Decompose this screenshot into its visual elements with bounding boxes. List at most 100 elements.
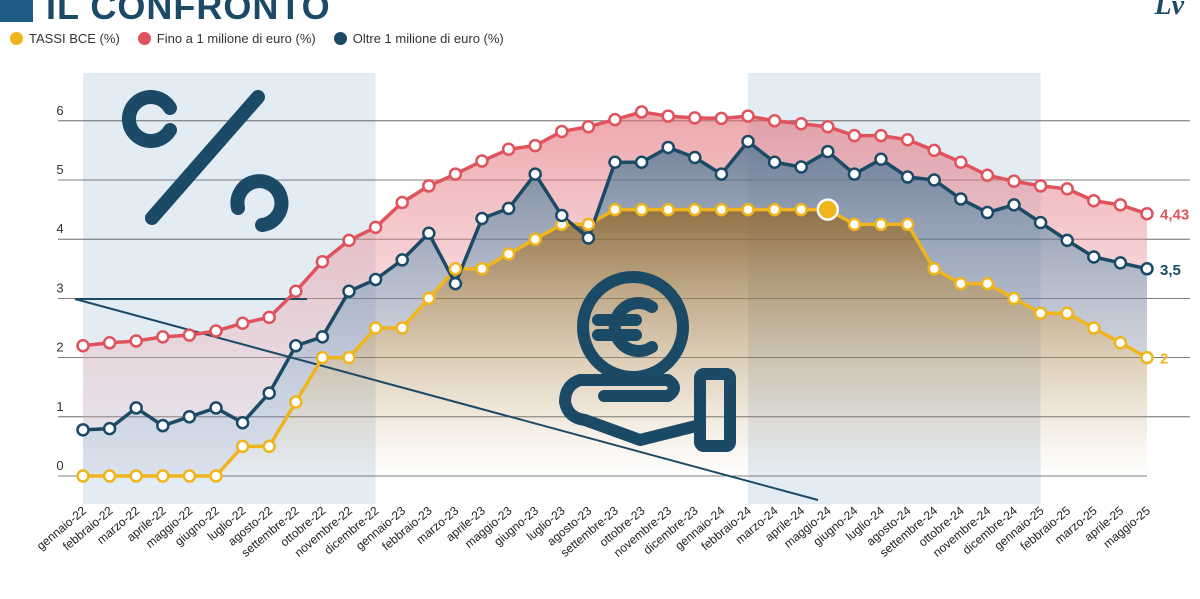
data-point-large bbox=[501, 201, 516, 216]
data-point-small bbox=[821, 119, 835, 134]
data-point-large bbox=[581, 231, 596, 245]
data-point-bce bbox=[741, 202, 755, 217]
data-point-bce bbox=[368, 321, 383, 335]
y-tick-label: 3 bbox=[56, 280, 63, 295]
data-point-bce bbox=[1140, 350, 1154, 365]
data-point-large bbox=[1140, 262, 1154, 276]
end-labels: 4,43 3,5 2 bbox=[1160, 207, 1189, 368]
end-label-bce: 2 bbox=[1160, 351, 1168, 368]
data-point-small bbox=[661, 109, 675, 123]
data-point-bce bbox=[581, 217, 596, 232]
data-point-large bbox=[315, 330, 330, 344]
data-point-bce bbox=[475, 262, 489, 276]
data-point-large bbox=[794, 160, 808, 174]
data-point-bce bbox=[661, 202, 675, 217]
data-point-large bbox=[714, 167, 729, 181]
data-point-large bbox=[847, 167, 862, 181]
data-point-bce bbox=[182, 469, 197, 483]
data-point-small bbox=[368, 220, 383, 235]
data-point-large bbox=[475, 211, 489, 226]
data-point-small bbox=[741, 109, 755, 123]
data-point-bce bbox=[688, 202, 702, 217]
data-point-large bbox=[262, 386, 276, 400]
data-point-large bbox=[661, 140, 675, 155]
data-point-small bbox=[1033, 179, 1048, 193]
data-point-large bbox=[1007, 198, 1021, 212]
title-mark bbox=[0, 0, 33, 22]
area-small-large bbox=[83, 111, 1147, 430]
y-tick-label: 2 bbox=[56, 340, 63, 355]
data-point-small bbox=[315, 254, 330, 269]
data-point-bce bbox=[1060, 306, 1074, 320]
legend-item-large: Oltre 1 milione di euro (%) bbox=[333, 31, 504, 46]
data-point-small bbox=[289, 284, 303, 299]
data-point-large bbox=[395, 253, 409, 267]
data-point-bce bbox=[1033, 306, 1048, 320]
legend-item-small: Fino a 1 milione di euro (%) bbox=[137, 31, 316, 46]
data-point-large bbox=[129, 401, 143, 415]
data-point-small bbox=[954, 155, 968, 169]
data-point-small bbox=[847, 128, 862, 143]
data-point-bce bbox=[315, 350, 330, 365]
data-point-bce bbox=[156, 469, 170, 483]
data-point-large bbox=[954, 192, 968, 206]
decorative-icons bbox=[121, 90, 736, 452]
data-point-bce bbox=[634, 202, 649, 217]
data-point-large bbox=[634, 155, 649, 169]
data-point-bce bbox=[954, 276, 968, 291]
data-point-large bbox=[368, 272, 383, 287]
legend-dot-bce bbox=[10, 32, 23, 45]
data-point-large bbox=[1033, 215, 1048, 230]
data-point-small bbox=[182, 328, 197, 342]
y-tick-label: 0 bbox=[56, 458, 63, 473]
data-point-bce bbox=[900, 217, 915, 232]
data-point-large bbox=[900, 170, 915, 184]
data-point-small bbox=[102, 336, 117, 350]
data-point-large bbox=[156, 418, 170, 433]
data-point-small bbox=[129, 334, 143, 348]
data-point-small bbox=[767, 114, 782, 128]
data-point-small bbox=[581, 119, 596, 134]
percent-icon bbox=[121, 90, 289, 232]
data-point-bce bbox=[102, 469, 117, 483]
data-point-large bbox=[980, 205, 995, 220]
data-point-small bbox=[1140, 206, 1154, 221]
data-point-small bbox=[262, 310, 276, 325]
end-label-large: 3,5 bbox=[1160, 262, 1181, 279]
data-point-small bbox=[422, 179, 436, 193]
data-point-bce bbox=[816, 198, 840, 221]
data-point-large bbox=[1087, 250, 1101, 264]
data-point-bce bbox=[395, 321, 409, 335]
data-point-bce bbox=[209, 469, 223, 483]
data-point-large bbox=[927, 173, 941, 187]
data-point-large bbox=[608, 155, 622, 169]
data-point-small bbox=[900, 132, 915, 147]
data-point-bce bbox=[714, 202, 729, 217]
legend-label-small: Fino a 1 milione di euro (%) bbox=[156, 31, 316, 46]
data-point-large bbox=[235, 415, 250, 430]
data-point-large bbox=[102, 421, 117, 436]
legend-label-large: Oltre 1 milione di euro (%) bbox=[352, 31, 504, 46]
data-point-bce bbox=[501, 247, 516, 261]
y-tick-label: 1 bbox=[56, 399, 63, 414]
data-point-bce bbox=[129, 469, 143, 483]
data-point-small bbox=[342, 233, 356, 248]
data-point-small bbox=[688, 111, 702, 125]
x-axis-labels: gennaio-22febbraio-22marzo-22aprile-22ma… bbox=[34, 503, 1153, 559]
data-point-bce bbox=[528, 232, 542, 246]
legend-dot-small bbox=[137, 32, 151, 45]
data-point-bce bbox=[422, 291, 436, 306]
data-point-small bbox=[501, 142, 516, 156]
data-point-bce bbox=[289, 395, 303, 409]
data-point-bce bbox=[980, 276, 995, 291]
legend-item-bce: TASSI BCE (%) bbox=[10, 31, 120, 46]
data-point-small bbox=[1007, 174, 1021, 188]
data-point-bce bbox=[847, 217, 862, 232]
data-point-small bbox=[475, 154, 489, 168]
data-point-large bbox=[289, 339, 303, 353]
y-tick-label: 4 bbox=[56, 221, 63, 236]
brand-logo: Lv bbox=[1154, 0, 1184, 21]
data-point-small bbox=[1087, 193, 1101, 208]
